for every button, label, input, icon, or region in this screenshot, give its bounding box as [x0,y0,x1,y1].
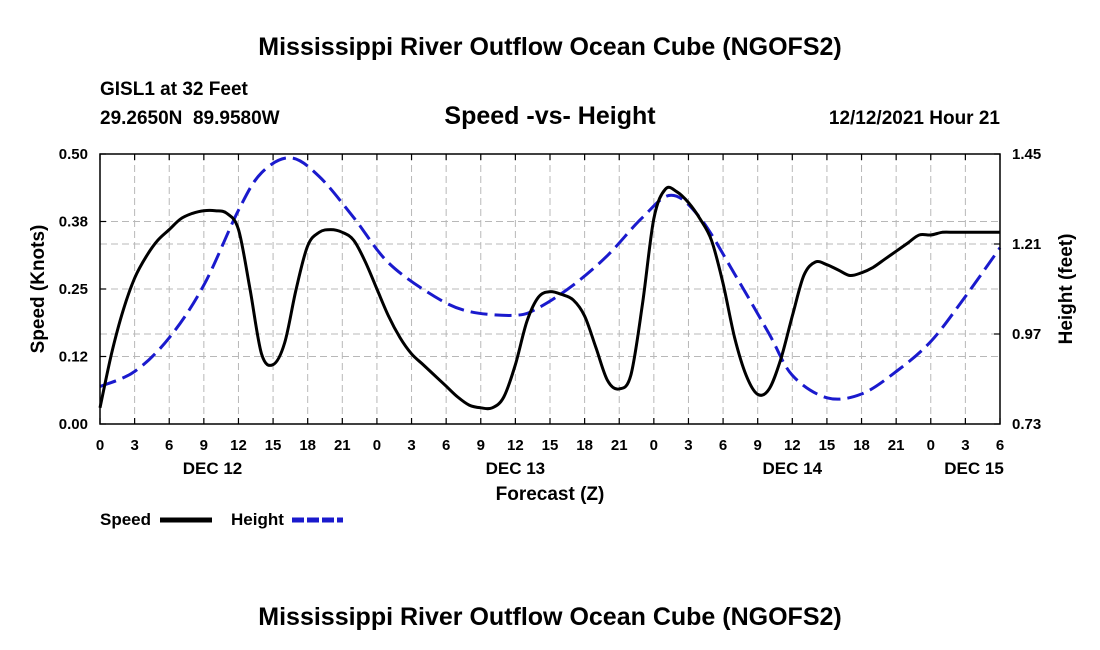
chart-title: Mississippi River Outflow Ocean Cube (NG… [258,33,841,61]
day-label: DEC 12 [183,459,243,478]
y-tick-label-right: 0.97 [1012,326,1041,343]
day-label: DEC 14 [763,459,823,478]
y-tick-label-left: 0.12 [59,349,88,366]
x-tick-label: 0 [96,437,104,454]
x-tick-label: 12 [784,437,801,454]
y-tick-label-left: 0.38 [59,214,88,231]
x-tick-label: 6 [996,437,1004,454]
station-label: GISL1 at 32 Feet [100,79,249,100]
footer-title: Mississippi River Outflow Ocean Cube (NG… [258,603,841,631]
y-tick-label-right: 1.45 [1012,146,1041,163]
series-line-height [99,156,1002,401]
x-tick-label: 3 [407,437,415,454]
y-axis-label-left: Speed (Knots) [28,225,49,354]
x-tick-label: 21 [611,437,628,454]
x-tick-label: 18 [853,437,870,454]
x-tick-label: 21 [334,437,351,454]
x-tick-label: 21 [888,437,905,454]
series-line-speed [98,185,1000,411]
x-tick-label: 12 [507,437,524,454]
x-tick-label: 18 [299,437,316,454]
x-tick-label: 6 [719,437,727,454]
x-tick-label: 0 [373,437,381,454]
legend: Speed Height [100,510,343,529]
grid [100,153,1000,424]
day-label: DEC 13 [486,459,546,478]
x-tick-label: 6 [442,437,450,454]
x-tick-label: 9 [200,437,208,454]
x-tick-label: 15 [542,437,559,454]
x-tick-label: 0 [927,437,935,454]
legend-label-speed: Speed [100,510,151,529]
series-layer [98,156,1002,411]
x-tick-label: 3 [130,437,138,454]
date-label: 12/12/2021 Hour 21 [829,108,1001,129]
chart-subtitle: Speed -vs- Height [444,102,656,130]
day-label: DEC 15 [944,459,1004,478]
x-tick-label: 3 [684,437,692,454]
x-axis-label: Forecast (Z) [496,484,605,505]
x-tick-label: 3 [961,437,969,454]
x-tick-label: 18 [576,437,593,454]
y-tick-label-left: 0.00 [59,416,88,433]
legend-label-height: Height [231,510,284,529]
x-tick-label: 9 [477,437,485,454]
x-tick-label: 15 [819,437,836,454]
y-axis-label-right: Height (feet) [1056,234,1077,345]
x-tick-label: 6 [165,437,173,454]
y-tick-label-right: 0.73 [1012,416,1041,433]
y-tick-label-right: 1.21 [1012,236,1041,253]
axes: 0 3 6 9 12 15 18 21 0 3 6 9 12 15 18 21 0 3 6 9 12 15 18 21 0 3 60… [59,146,1041,478]
y-tick-label-left: 0.50 [59,146,88,163]
coords-label: 29.2650N 89.9580W [100,108,280,129]
x-tick-label: 0 [650,437,658,454]
x-tick-label: 12 [230,437,247,454]
x-tick-label: 15 [265,437,282,454]
y-tick-label-left: 0.25 [59,281,88,298]
x-tick-label: 9 [754,437,762,454]
